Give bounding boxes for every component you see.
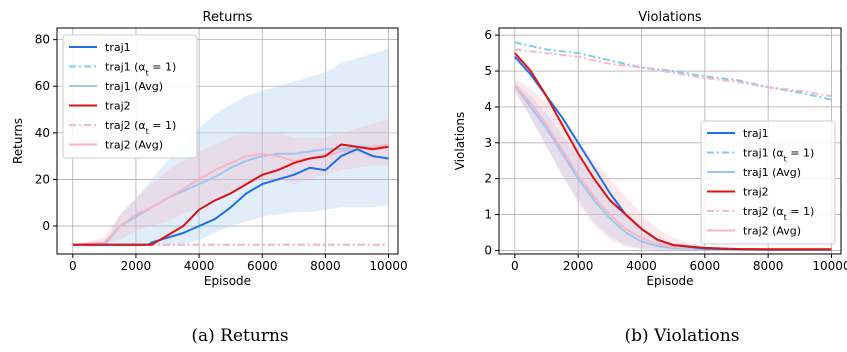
returns-xtick-label-4: 8000 <box>310 259 341 273</box>
returns-ytick-label-2: 40 <box>35 126 50 140</box>
returns-xtick-label-1: 2000 <box>121 259 152 273</box>
violations-series-1 <box>514 41 832 101</box>
returns-xtick-label-0: 0 <box>69 259 77 273</box>
caption-returns: (a) Returns <box>191 326 289 346</box>
violations-ytick-label-3: 3 <box>484 136 492 150</box>
violations-band-5 <box>514 78 832 251</box>
returns-legend-label-4: traj2 (αt = 1) <box>105 119 176 136</box>
returns-ytick-label-4: 80 <box>35 33 50 47</box>
returns-band-2 <box>72 49 389 245</box>
violations-xtick-label-2: 4000 <box>626 259 657 273</box>
returns-series-5 <box>72 143 389 246</box>
violations-series-4 <box>514 48 832 98</box>
returns-plot-area <box>72 49 389 246</box>
violations-ytick-label-0: 0 <box>484 243 492 257</box>
returns-ytick-label-1: 20 <box>35 172 50 186</box>
violations-legend-label-0: traj1 <box>743 127 769 140</box>
returns-title: Returns <box>203 10 253 25</box>
violations-legend-label-2: traj1 (Avg) <box>743 166 801 179</box>
violations-ylabel: Violations <box>453 112 467 171</box>
returns-xtick-label-5: 10000 <box>369 259 407 273</box>
returns-ytick-label-3: 60 <box>35 79 50 93</box>
caption-violations: (b) Violations <box>624 326 740 346</box>
violations-ytick-label-1: 1 <box>484 208 492 222</box>
violations-band-2 <box>514 81 832 251</box>
violations-xtick-label-0: 0 <box>511 259 519 273</box>
violations-series-3 <box>514 52 832 251</box>
violations-ytick-label-4: 4 <box>484 100 492 114</box>
returns-series-0 <box>72 148 389 246</box>
returns-xtick-label-2: 4000 <box>184 259 215 273</box>
violations-legend-label-3: traj2 <box>743 186 769 199</box>
returns-xtick-label-3: 6000 <box>247 259 278 273</box>
returns-xlabel: Episode <box>204 274 251 288</box>
violations-legend-label-4: traj2 (αt = 1) <box>743 205 814 222</box>
violations-title: Violations <box>638 10 702 25</box>
returns-ylabel: Returns <box>11 118 25 164</box>
violations-legend-box <box>700 120 836 245</box>
returns-legend-label-1: traj1 (αt = 1) <box>105 61 176 78</box>
violations-xtick-label-5: 10000 <box>812 259 847 273</box>
violations-legend-label-5: traj2 (Avg) <box>743 225 801 238</box>
returns-band-5 <box>72 118 389 245</box>
returns-legend-box <box>62 34 198 159</box>
violations-ytick-label-6: 6 <box>484 28 492 42</box>
returns-legend-label-3: traj2 <box>105 100 131 113</box>
violations-ytick-label-2: 2 <box>484 172 492 186</box>
violations-xtick-label-1: 2000 <box>563 259 594 273</box>
returns-legend-label-2: traj1 (Avg) <box>105 80 163 93</box>
returns-frame <box>56 27 399 255</box>
violations-legend-label-1: traj1 (αt = 1) <box>743 147 814 164</box>
violations-xtick-label-4: 8000 <box>753 259 784 273</box>
violations-xlabel: Episode <box>646 274 693 288</box>
returns-legend-label-5: traj2 (Avg) <box>105 139 163 152</box>
returns-legend-label-0: traj1 <box>105 41 131 54</box>
returns-ytick-label-0: 0 <box>42 219 50 233</box>
violations-ytick-label-5: 5 <box>484 64 492 78</box>
returns-series-3 <box>72 143 389 246</box>
violations-frame <box>498 27 842 255</box>
returns-series-2 <box>72 145 389 246</box>
violations-plot-area <box>513 41 832 251</box>
violations-xtick-label-3: 6000 <box>690 259 721 273</box>
